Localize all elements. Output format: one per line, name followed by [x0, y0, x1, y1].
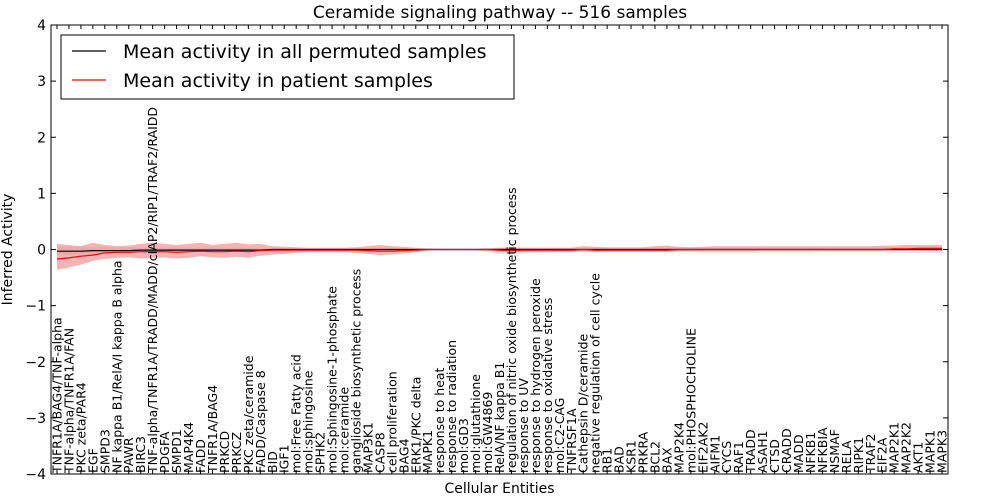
x-tick-label: BCL2 — [648, 441, 663, 473]
x-tick-label: BAG4 — [396, 438, 411, 473]
x-tick-label: SMPD1 — [169, 429, 184, 473]
x-tick-label: MAP4K4 — [181, 422, 196, 473]
x-tick-label: PRKCZ — [229, 432, 244, 473]
x-tick-label: MAPK1 — [923, 430, 938, 473]
x-tick-label: PKC zeta/ceramide — [241, 355, 256, 473]
x-tick-label: CYCS — [719, 441, 734, 473]
y-tick-label: 4 — [37, 18, 46, 34]
x-tick-label: EIF2A — [875, 437, 890, 473]
x-tick-label: response to heat — [432, 367, 447, 473]
x-tick-label: AIFM1 — [707, 435, 722, 473]
x-tick-label: FADD/Caspase 8 — [253, 370, 268, 473]
plot-frame — [50, 24, 949, 475]
x-tick-label: response to hydrogen peroxide — [528, 278, 543, 473]
legend-box — [60, 34, 515, 100]
x-tick-label: NFKBIA — [815, 427, 830, 473]
x-tick-label: SPHK2 — [313, 432, 328, 473]
x-tick-label: mol:GD3 — [456, 418, 471, 473]
x-tick-label: BIRC3 — [133, 436, 148, 473]
x-axis: TNFR1A/BAG4/TNF-alphaTNF-alpha/TNFR1A/FA… — [50, 25, 950, 474]
x-tick-label: regulation of nitric oxide biosynthetic … — [504, 187, 519, 473]
patient-band — [57, 242, 942, 270]
x-tick-label: BAD — [612, 446, 627, 473]
x-tick-label: TNFR1A/BAG4/TNF-alpha — [50, 317, 65, 474]
x-tick-label: KSR1 — [624, 440, 639, 473]
x-tick-label: response to oxidative stress — [540, 298, 555, 473]
x-tick-label: FADD — [193, 439, 208, 473]
x-tick-label: EIF2AK2 — [695, 422, 710, 473]
patient-mean-line — [56, 247, 942, 260]
x-tick-label: negative regulation of cell cycle — [588, 273, 603, 473]
x-tick-label: response to radiation — [444, 340, 459, 473]
x-tick-label: PKC zeta/PAR4 — [73, 382, 88, 473]
x-tick-label: TRAF2 — [863, 433, 878, 474]
x-tick-label: SMPD3 — [97, 429, 112, 473]
x-tick-label: mol:C2-CAG — [552, 398, 567, 473]
x-tick-label: TNF-alpha/TNFR1A/TRADD/MADD/cIAP2/RIP1/T… — [145, 107, 160, 474]
y-tick-label: −4 — [25, 467, 46, 483]
x-tick-label: NFKB1 — [803, 432, 818, 473]
confidence-bands — [57, 242, 942, 270]
y-tick-label: −2 — [25, 355, 46, 371]
y-tick-label: 3 — [37, 74, 46, 90]
x-tick-label: cell proliferation — [384, 371, 399, 473]
x-tick-label: mol:glutathione — [468, 374, 483, 473]
x-tick-label: mol:sphingosine — [301, 370, 316, 473]
y-tick-label: −1 — [25, 299, 46, 315]
x-axis-label: Cellular Entities — [444, 481, 554, 497]
chart-title: Ceramide signaling pathway -- 516 sample… — [313, 3, 687, 23]
x-tick-label: BAX — [659, 447, 674, 473]
x-tick-label: CASP8 — [372, 432, 387, 473]
x-tick-label: RIPK1 — [851, 437, 866, 473]
x-tick-label: mol:ceramide — [337, 387, 352, 473]
x-tick-label: CTSD — [767, 439, 782, 473]
x-tick-label: mol:Sphingosine-1-phosphate — [325, 286, 340, 473]
x-tick-label: ASAH1 — [755, 430, 770, 473]
x-tick-label: MADD — [791, 434, 806, 473]
y-tick-label: −3 — [25, 411, 46, 427]
x-tick-label: ganglioside biosynthetic process — [349, 269, 364, 473]
x-tick-label: MAP3K1 — [360, 422, 375, 473]
x-tick-label: NF kappa B1/RelA/I kappa B alpha — [109, 260, 124, 473]
x-tick-label: mol:GW4869 — [480, 392, 495, 473]
legend-label-patient: Mean activity in patient samples — [123, 70, 433, 92]
x-tick-label: PRKRA — [636, 431, 651, 473]
x-tick-label: MAP2K4 — [671, 422, 686, 473]
x-tick-label: AKT1 — [911, 442, 926, 473]
y-tick-label: 0 — [37, 243, 46, 259]
x-tick-label: TNFR1A/BAG4 — [205, 385, 220, 474]
x-tick-label: RELA — [839, 440, 854, 473]
x-tick-label: RAF1 — [731, 441, 746, 473]
x-tick-label: PRKCD — [217, 431, 232, 473]
y-tick-label: 2 — [37, 130, 46, 146]
x-tick-label: CRADD — [779, 428, 794, 473]
x-tick-label: mol:PHOSPHOCHOLINE — [683, 328, 698, 473]
x-tick-label: MAP2K1 — [887, 422, 902, 473]
y-tick-label: 1 — [37, 186, 46, 202]
x-tick-label: response to UV — [516, 378, 531, 473]
x-tick-label: TNF-alpha/TNFR1A/FAN — [61, 328, 76, 474]
x-tick-label: NSMAF — [827, 429, 842, 473]
y-axis-label: Inferred Activity — [0, 194, 16, 306]
x-tick-label: RB1 — [600, 448, 615, 473]
series-lines — [56, 247, 942, 260]
y-axis: −4 −3 −2 −1 0 1 2 3 4 — [25, 18, 948, 483]
x-tick-label: IGF1 — [277, 444, 292, 473]
x-tick-label: PAWR — [121, 437, 136, 473]
x-tick-label: mol:Free Fatty acid — [289, 354, 304, 473]
x-tick-label: BID — [265, 451, 280, 473]
x-tick-label: MAPK3 — [935, 430, 950, 473]
legend-label-permuted: Mean activity in all permuted samples — [123, 41, 486, 63]
x-tick-label: TRADD — [743, 429, 758, 474]
legend: Mean activity in all permuted samples Me… — [60, 34, 515, 100]
x-tick-label: PDGFA — [157, 431, 172, 473]
x-tick-label: RelA/NF kappa B1 — [492, 362, 507, 473]
x-tick-label: MAP2K2 — [899, 422, 914, 473]
x-tick-label: ERK1/PKC delta — [408, 377, 423, 473]
x-tick-label: Cathepsin D/ceramide — [576, 333, 591, 473]
x-tick-label: TNFRSF1A — [564, 408, 579, 474]
x-tick-label: MAPK1 — [420, 430, 435, 473]
x-tick-label: EGF — [85, 448, 100, 473]
